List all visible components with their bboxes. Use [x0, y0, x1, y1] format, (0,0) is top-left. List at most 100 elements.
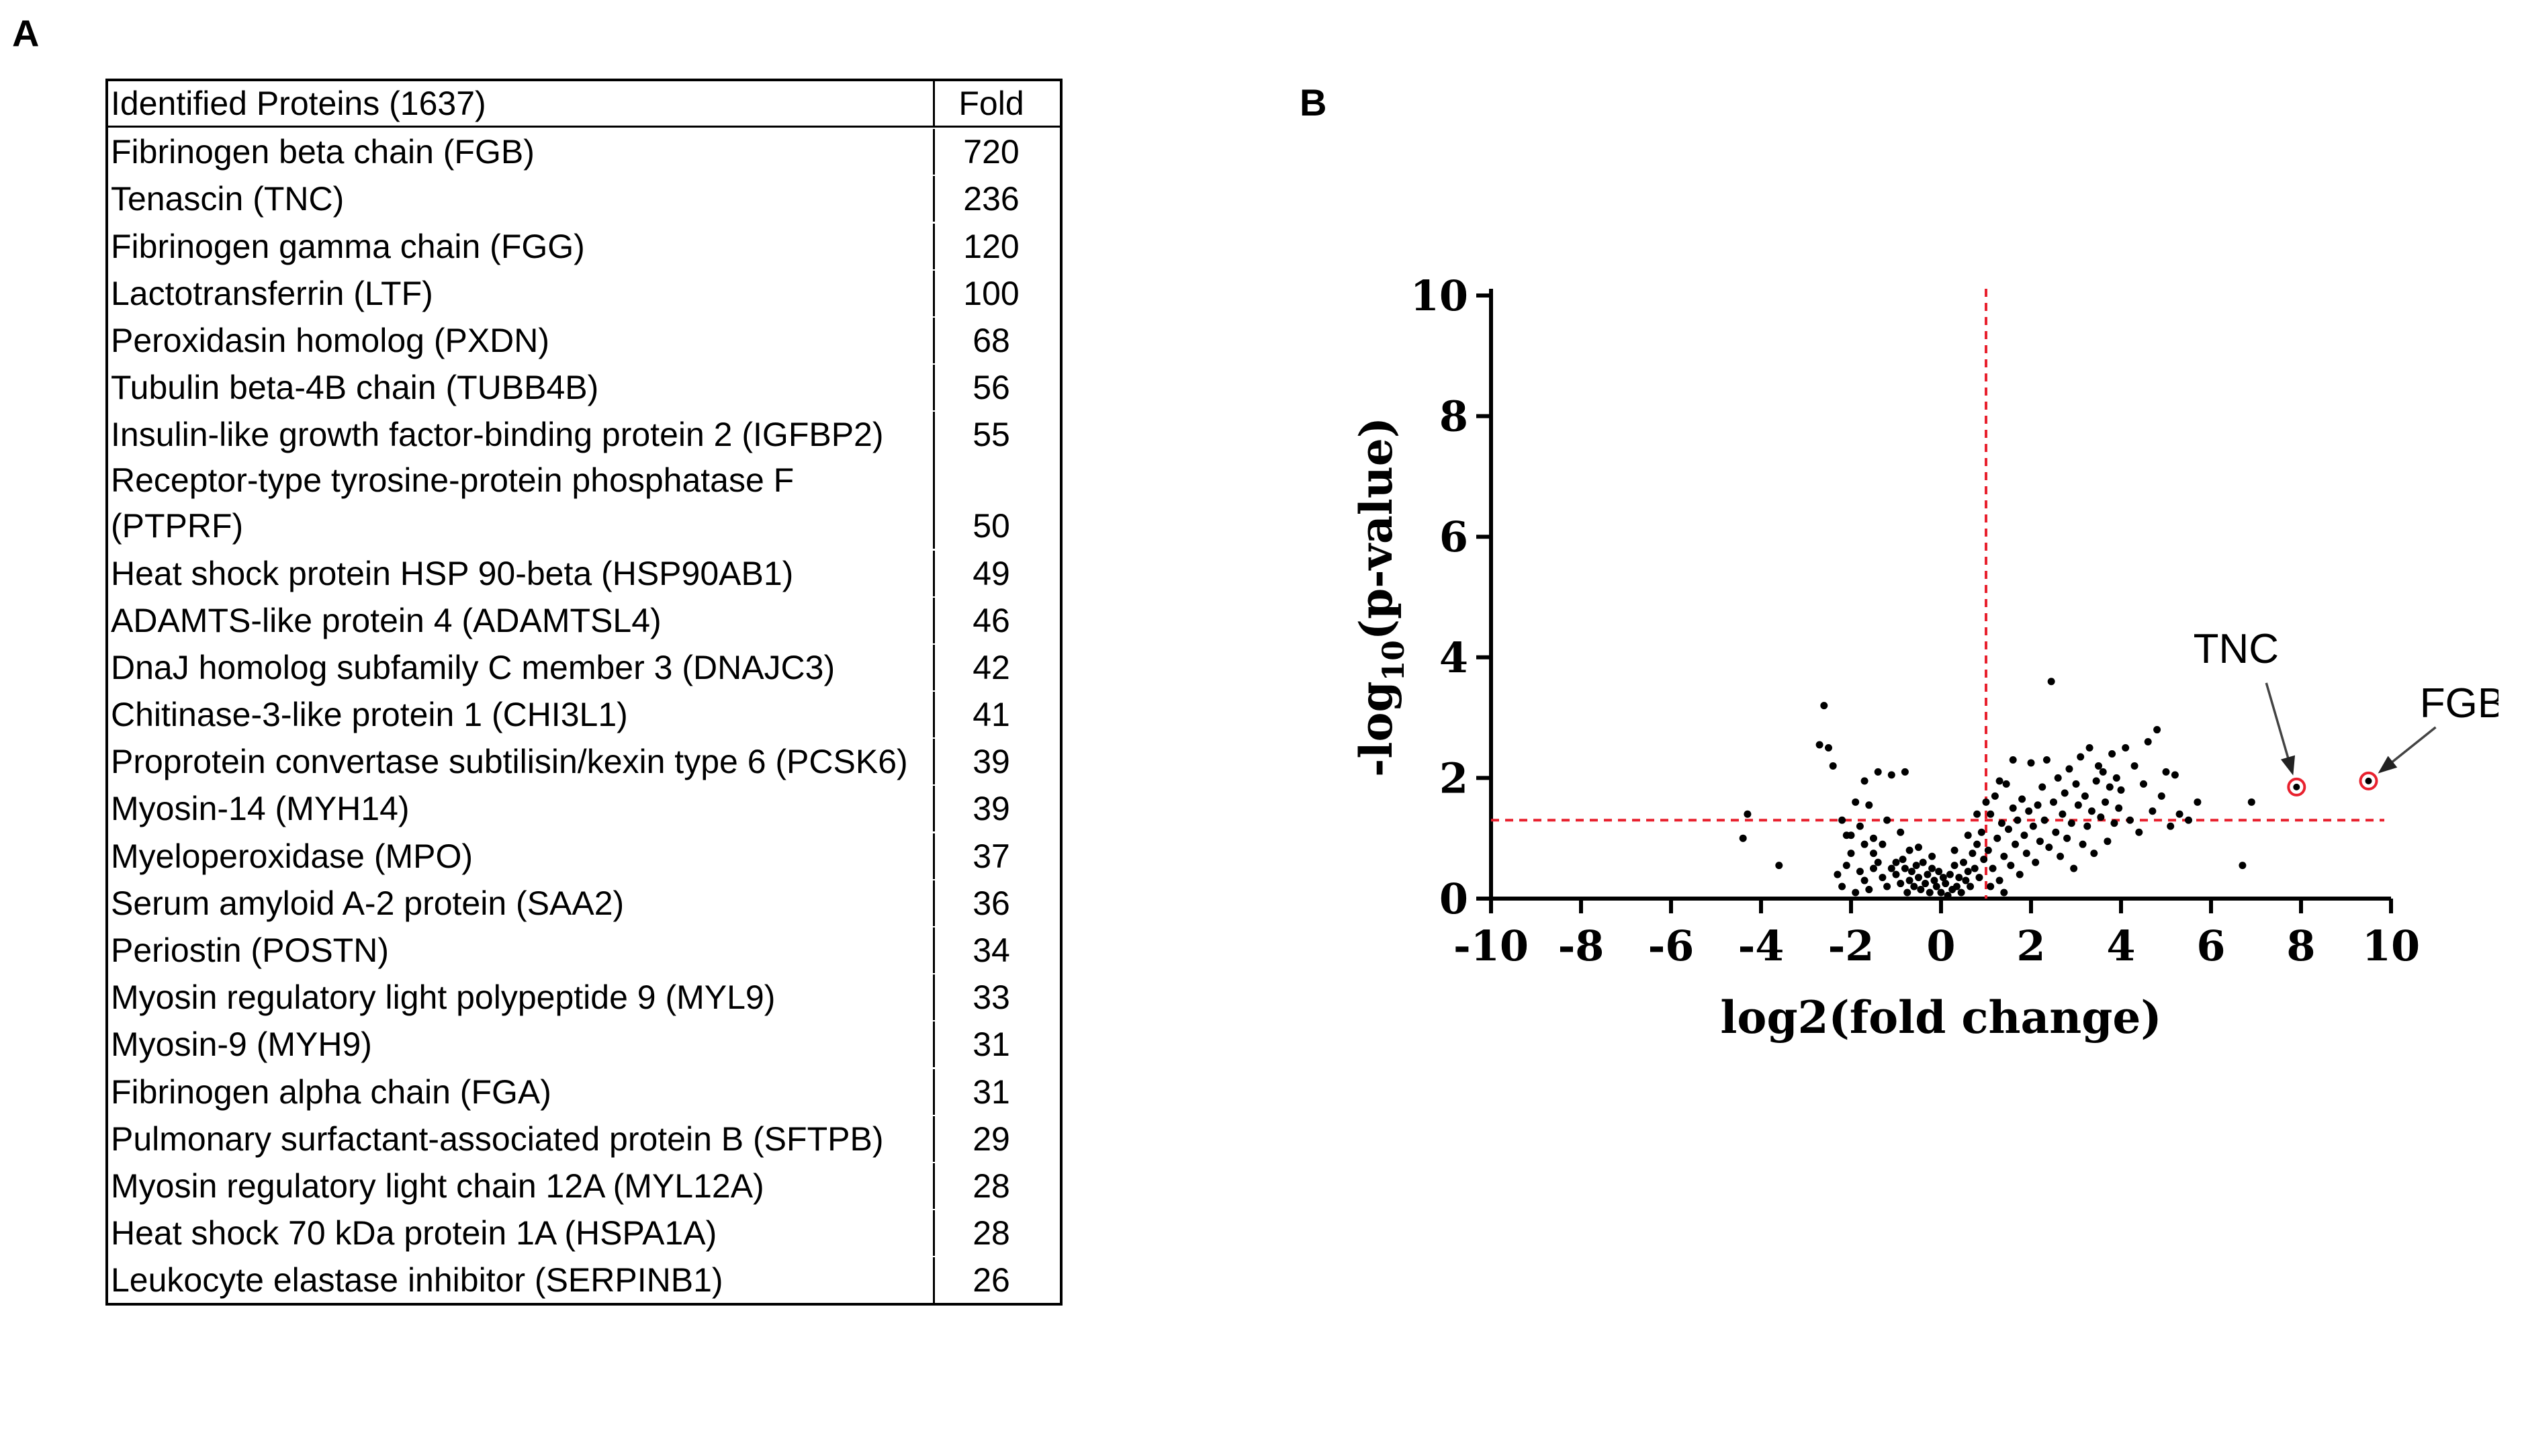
- table-row: Periostin (POSTN) 34: [108, 926, 1060, 973]
- data-point: [1962, 876, 1970, 884]
- data-point: [1939, 874, 1947, 882]
- data-point: [2167, 822, 2175, 830]
- table-header: Identified Proteins (1637) Fold: [108, 81, 1060, 128]
- data-point: [1897, 828, 1905, 836]
- data-point: [1980, 856, 1988, 864]
- data-point: [1975, 874, 1983, 882]
- protein-name: Periostin (POSTN): [108, 927, 935, 973]
- highlight-ring-fgb: [2359, 771, 2378, 790]
- data-point: [2009, 804, 2017, 812]
- data-point: [1739, 834, 1747, 842]
- data-point: [2085, 744, 2093, 752]
- data-point: [1852, 889, 1860, 897]
- fold-value: 34: [973, 931, 1010, 969]
- data-point: [1860, 777, 1868, 785]
- x-tick-label: -2: [1828, 921, 1875, 970]
- protein-name: Fibrinogen gamma chain (FGG): [108, 223, 935, 269]
- data-point: [2171, 771, 2179, 779]
- data-point: [1984, 846, 1992, 854]
- table-row: Pulmonary surfactant-associated protein …: [108, 1115, 1060, 1162]
- table-row: Heat shock 70 kDa protein 1A (HSPA1A) 28: [108, 1209, 1060, 1257]
- data-point: [2140, 780, 2147, 788]
- data-point: [1901, 768, 1909, 776]
- data-point: [2102, 798, 2110, 806]
- data-point: [1926, 889, 1934, 897]
- data-point: [2047, 678, 2055, 686]
- data-point: [1971, 864, 1979, 872]
- data-point: [1825, 744, 1832, 752]
- protein-table: Identified Proteins (1637) Fold Fibrinog…: [105, 79, 1063, 1306]
- data-point: [1919, 858, 1927, 866]
- y-axis-title: -log10(p-value): [1350, 417, 1411, 777]
- protein-name: Myosin regulatory light polypeptide 9 (M…: [108, 974, 935, 1021]
- annotation-label-fgb: FGB: [2420, 680, 2498, 727]
- data-point: [2034, 801, 2042, 809]
- fold-value: 42: [973, 648, 1010, 686]
- fold-value: 236: [963, 180, 1020, 218]
- data-point: [2016, 870, 2024, 878]
- protein-name: Heat shock protein HSP 90-beta (HSP90AB1…: [108, 550, 935, 596]
- data-point: [2054, 774, 2062, 782]
- protein-name: Receptor-type tyrosine-protein phosphata…: [108, 457, 935, 549]
- data-point: [1967, 882, 1975, 891]
- data-point: [1950, 862, 1958, 870]
- data-point: [1847, 831, 1855, 839]
- data-point: [2061, 789, 2069, 797]
- x-tick-label: 2: [2016, 921, 2045, 970]
- data-point: [1922, 880, 1930, 888]
- data-point: [2025, 807, 2033, 815]
- data-point: [1860, 840, 1868, 848]
- data-point: [1775, 862, 1783, 870]
- x-axis-title: log2(fold change): [1720, 991, 2161, 1044]
- data-point: [1865, 801, 1873, 809]
- volcano-plot: 0 2 4 6 8 10 -10 -8 -6 -4 -2 0 2 4 6 8 10 log2(fold chang…: [1350, 271, 2498, 1044]
- fold-value: 29: [973, 1120, 1010, 1158]
- data-point: [1917, 886, 1925, 894]
- data-point: [2130, 762, 2138, 770]
- data-point: [2097, 813, 2105, 821]
- data-point: [1957, 889, 1965, 897]
- data-point: [1930, 876, 1938, 884]
- data-point: [2000, 889, 2008, 897]
- data-point: [1903, 889, 1911, 897]
- data-point: [2020, 831, 2028, 839]
- data-point: [2018, 795, 2026, 803]
- data-point: [1838, 882, 1846, 891]
- protein-name: Fibrinogen beta chain (FGB): [108, 129, 935, 175]
- data-point: [1973, 810, 1981, 818]
- protein-name: Heat shock 70 kDa protein 1A (HSPA1A): [108, 1210, 935, 1257]
- table-row: Myosin-14 (MYH14) 39: [108, 784, 1060, 832]
- panel-b-label: B: [1300, 81, 1327, 124]
- header-fold: Fold: [958, 85, 1024, 122]
- data-point: [2032, 858, 2040, 866]
- data-point: [1856, 822, 1864, 830]
- data-point: [2175, 810, 2183, 818]
- table-row: Serum amyloid A-2 protein (SAA2) 36: [108, 879, 1060, 926]
- data-point: [2040, 816, 2048, 824]
- data-point: [2115, 804, 2123, 812]
- panel-a-label: A: [12, 12, 40, 54]
- data-point: [2000, 852, 2008, 860]
- data-point: [1852, 798, 1860, 806]
- data-point: [1982, 798, 1990, 806]
- x-tick-label: -6: [1648, 921, 1695, 970]
- data-point: [1950, 846, 1958, 854]
- data-point: [1887, 864, 1895, 872]
- data-point: [1969, 850, 1977, 858]
- data-point: [2099, 768, 2107, 776]
- table-row: Tenascin (TNC) 236: [108, 175, 1060, 222]
- data-point: [2057, 852, 2065, 860]
- highlight-point-tnc: [2293, 783, 2300, 790]
- fold-value: 28: [973, 1214, 1010, 1253]
- annotation-arrowhead-tnc: [2280, 755, 2296, 776]
- fold-value: 31: [973, 1026, 1010, 1064]
- data-point: [1879, 874, 1887, 882]
- data-point: [1842, 862, 1850, 870]
- data-point: [2081, 792, 2089, 800]
- data-point: [2157, 792, 2165, 800]
- data-point: [1987, 882, 1995, 891]
- data-point: [1932, 882, 1940, 891]
- data-point: [2110, 819, 2118, 827]
- data-point: [2144, 738, 2152, 746]
- x-tick-label: -10: [1453, 921, 1529, 970]
